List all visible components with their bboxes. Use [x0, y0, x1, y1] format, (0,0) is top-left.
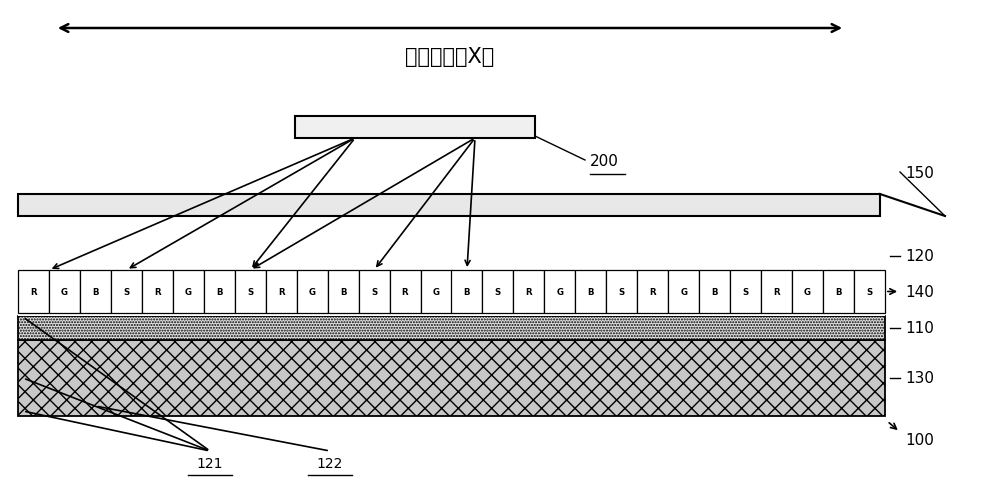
Bar [18, 195, 880, 217]
Text: 100: 100 [905, 433, 934, 447]
Text: R: R [649, 287, 656, 296]
Text: 200: 200 [590, 153, 619, 168]
Bar [390, 270, 421, 313]
Bar [761, 270, 792, 313]
Text: 140: 140 [905, 285, 934, 299]
Text: G: G [804, 287, 811, 296]
Text: S: S [495, 287, 501, 296]
Text: R: R [278, 287, 285, 296]
Bar [854, 270, 885, 313]
Bar [823, 270, 854, 313]
Text: S: S [123, 287, 130, 296]
Bar [637, 270, 668, 313]
Text: R: R [402, 287, 408, 296]
Text: G: G [309, 287, 316, 296]
Text: 第一方向（X）: 第一方向（X） [405, 47, 495, 67]
Bar [266, 270, 297, 313]
Text: 122: 122 [317, 456, 343, 470]
Text: R: R [30, 287, 37, 296]
Bar [668, 270, 699, 313]
Text: G: G [680, 287, 687, 296]
Bar [328, 270, 359, 313]
Text: G: G [556, 287, 563, 296]
Bar [142, 270, 173, 313]
Text: G: G [433, 287, 440, 296]
Text: S: S [619, 287, 625, 296]
Bar [18, 270, 49, 313]
Bar [699, 270, 730, 313]
Bar [295, 117, 535, 139]
Bar [111, 270, 142, 313]
Bar [18, 313, 885, 316]
Bar [297, 270, 328, 313]
Text: B: B [835, 287, 842, 296]
Text: R: R [773, 287, 780, 296]
Bar [18, 316, 885, 340]
Bar [421, 270, 452, 313]
Text: B: B [216, 287, 223, 296]
Bar [544, 270, 575, 313]
Bar [513, 270, 544, 313]
Text: S: S [247, 287, 253, 296]
Text: B: B [711, 287, 718, 296]
Bar [173, 270, 204, 313]
Text: 130: 130 [905, 371, 934, 386]
Bar [359, 270, 390, 313]
Bar [575, 270, 606, 313]
Bar [451, 270, 482, 313]
Text: G: G [185, 287, 192, 296]
Text: B: B [588, 287, 594, 296]
Text: G: G [61, 287, 68, 296]
Text: B: B [464, 287, 470, 296]
Text: S: S [743, 287, 749, 296]
Text: S: S [866, 287, 873, 296]
Bar [730, 270, 761, 313]
Bar [482, 270, 513, 313]
Text: 120: 120 [905, 249, 934, 264]
Text: B: B [340, 287, 346, 296]
Bar [204, 270, 235, 313]
Text: S: S [371, 287, 377, 296]
Bar [792, 270, 823, 313]
Text: R: R [154, 287, 161, 296]
Text: 150: 150 [905, 165, 934, 180]
Text: 110: 110 [905, 321, 934, 336]
Bar [606, 270, 637, 313]
Text: R: R [526, 287, 532, 296]
Bar [18, 340, 885, 416]
Bar [235, 270, 266, 313]
Bar [80, 270, 111, 313]
Bar [49, 270, 80, 313]
Text: B: B [92, 287, 99, 296]
Text: 121: 121 [197, 456, 223, 470]
